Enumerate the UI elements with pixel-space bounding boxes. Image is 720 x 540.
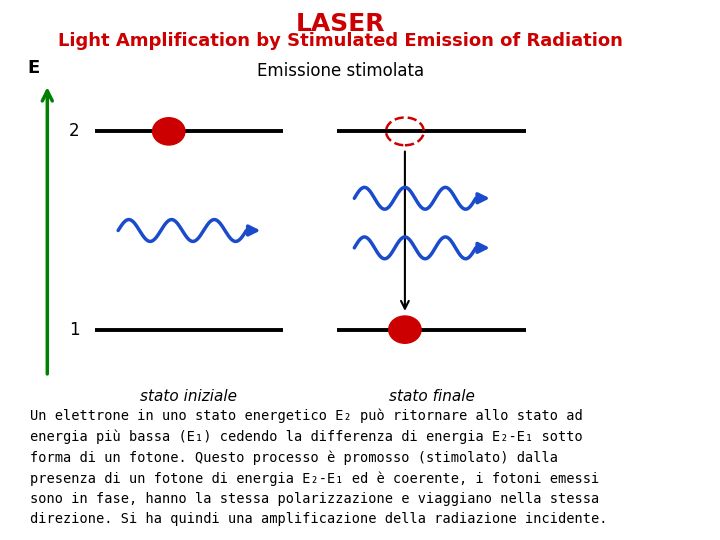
- Text: E: E: [27, 59, 40, 77]
- Text: 1: 1: [69, 321, 80, 339]
- Text: LASER: LASER: [296, 12, 385, 36]
- Text: stato iniziale: stato iniziale: [140, 389, 238, 404]
- Text: Light Amplification by Stimulated Emission of Radiation: Light Amplification by Stimulated Emissi…: [58, 32, 624, 50]
- Text: Emissione stimolata: Emissione stimolata: [257, 62, 424, 80]
- Ellipse shape: [153, 118, 185, 145]
- Text: Un elettrone in uno stato energetico E₂ può ritornare allo stato ad
energia più : Un elettrone in uno stato energetico E₂ …: [30, 409, 608, 526]
- Text: stato finale: stato finale: [389, 389, 474, 404]
- Text: 2: 2: [69, 123, 80, 140]
- Ellipse shape: [389, 316, 421, 343]
